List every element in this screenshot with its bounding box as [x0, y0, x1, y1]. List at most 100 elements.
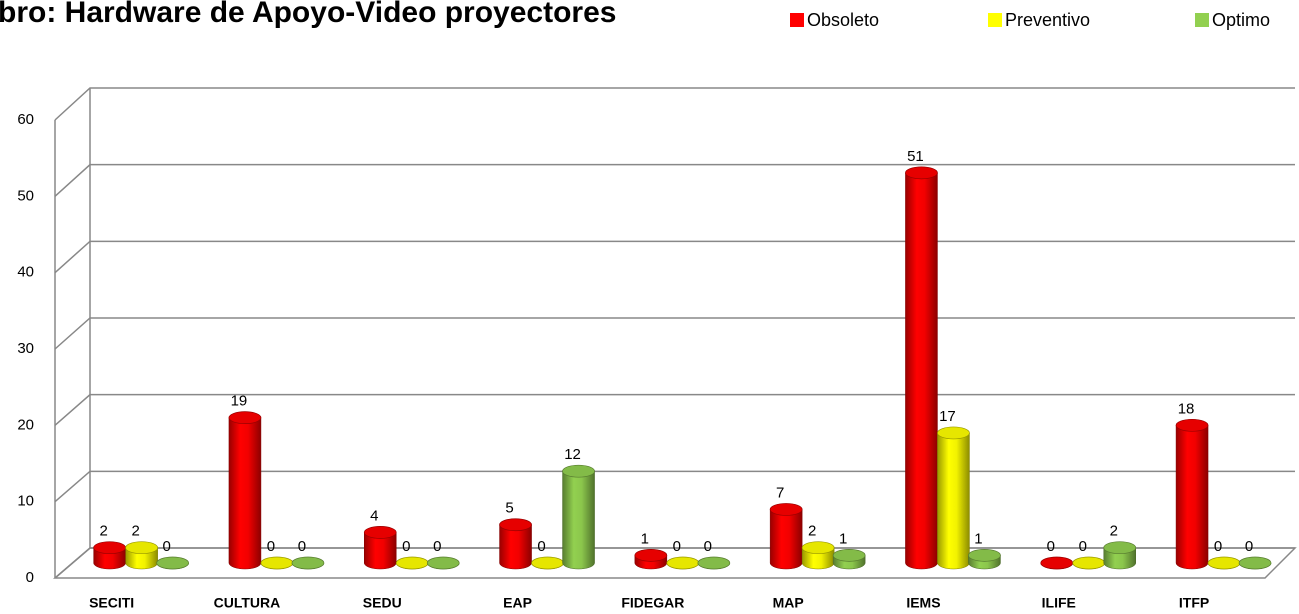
bar [937, 426, 970, 570]
bar [1103, 541, 1137, 570]
bar [395, 556, 429, 570]
bar-top [363, 526, 397, 539]
legend-label: Preventivo [1005, 10, 1090, 30]
bar [769, 503, 803, 570]
legend-swatch [988, 13, 1002, 27]
bar [832, 548, 866, 570]
bar-body [937, 432, 970, 570]
bar-top [93, 541, 127, 555]
bar [426, 556, 460, 570]
bar-top [260, 556, 294, 570]
bar [562, 464, 595, 570]
bar-top [1103, 541, 1137, 555]
value-label: 2 [131, 523, 139, 540]
legend-label: Optimo [1212, 10, 1270, 30]
bar-body [1175, 425, 1209, 570]
y-tick-label: 40 [17, 264, 34, 281]
bar-top [905, 166, 938, 180]
bar-top [634, 548, 668, 562]
grid-line [54, 240, 1295, 274]
bar-body [562, 470, 595, 570]
bar [634, 548, 668, 570]
bar-top [156, 556, 189, 570]
bar [531, 556, 564, 570]
value-label: 2 [1110, 523, 1118, 540]
value-label: 0 [673, 538, 681, 555]
y-tick-label: 20 [17, 416, 34, 433]
bar [156, 556, 189, 570]
x-tick-label: IEMS [906, 595, 940, 611]
grid-line [54, 163, 1295, 197]
y-tick-label: 0 [26, 569, 34, 586]
bar [93, 541, 127, 570]
x-tick-label: CULTURA [214, 595, 281, 611]
bar-body [905, 172, 938, 570]
grid-line [54, 393, 1295, 426]
x-tick-label: SEDU [363, 595, 402, 611]
bar [697, 556, 731, 570]
value-label: 18 [1178, 400, 1195, 417]
bar [1207, 556, 1241, 570]
y-tick-label: 30 [17, 340, 34, 357]
bar-top [531, 556, 564, 570]
bar [260, 556, 294, 570]
grid-line [54, 470, 1295, 503]
bar-top [666, 556, 700, 570]
bar [363, 526, 397, 570]
bar [968, 548, 1001, 570]
value-label: 4 [370, 507, 378, 524]
grid-line [54, 317, 1295, 350]
bar-body [769, 509, 803, 570]
value-label: 0 [433, 538, 441, 555]
bar [499, 518, 532, 570]
value-label: 7 [776, 484, 784, 501]
bar-top [1040, 556, 1074, 570]
y-tick-label: 60 [17, 111, 34, 128]
legend-swatch [1195, 13, 1209, 27]
bar-top [1238, 556, 1272, 570]
value-label: 0 [298, 538, 306, 555]
legend-label: Obsoleto [807, 10, 879, 30]
value-label: 0 [1245, 538, 1253, 555]
value-label: 12 [564, 446, 581, 463]
x-tick-label: ILIFE [1042, 595, 1076, 611]
grid-line [54, 87, 1295, 121]
bar [228, 411, 262, 570]
value-label: 1 [641, 530, 649, 547]
value-label: 0 [267, 538, 275, 555]
value-label: 1 [839, 530, 847, 547]
value-label: 5 [505, 500, 513, 517]
bar [291, 556, 325, 570]
bar-top [562, 464, 595, 478]
bar-top [1207, 556, 1241, 570]
x-tick-label: MAP [773, 595, 804, 611]
value-label: 0 [162, 538, 170, 555]
value-label: 2 [99, 523, 107, 540]
bar-top [769, 503, 803, 516]
value-label: 51 [907, 148, 924, 165]
bar-top [832, 548, 866, 562]
value-label: 0 [1079, 538, 1087, 555]
bar [905, 166, 938, 570]
value-label: 17 [939, 408, 956, 425]
bar-top [499, 518, 532, 532]
y-tick-label: 50 [17, 187, 34, 204]
bar-top [395, 556, 429, 570]
chart-title: bro: Hardware de Apoyo-Video proyectores [0, 0, 616, 29]
bar-body [499, 524, 532, 570]
value-label: 0 [1214, 538, 1222, 555]
bar-body [228, 417, 262, 570]
bar [666, 556, 700, 570]
x-tick-label: ITFP [1179, 595, 1209, 611]
bar-top [937, 426, 970, 440]
bar-top [291, 556, 325, 570]
grid-line [54, 547, 1295, 579]
value-label: 0 [402, 538, 410, 555]
value-label: 19 [231, 393, 248, 410]
bar-top [1175, 418, 1209, 432]
bar-top [426, 556, 460, 570]
bar-top [125, 541, 158, 555]
bar [1175, 418, 1209, 570]
bar-top [697, 556, 731, 570]
